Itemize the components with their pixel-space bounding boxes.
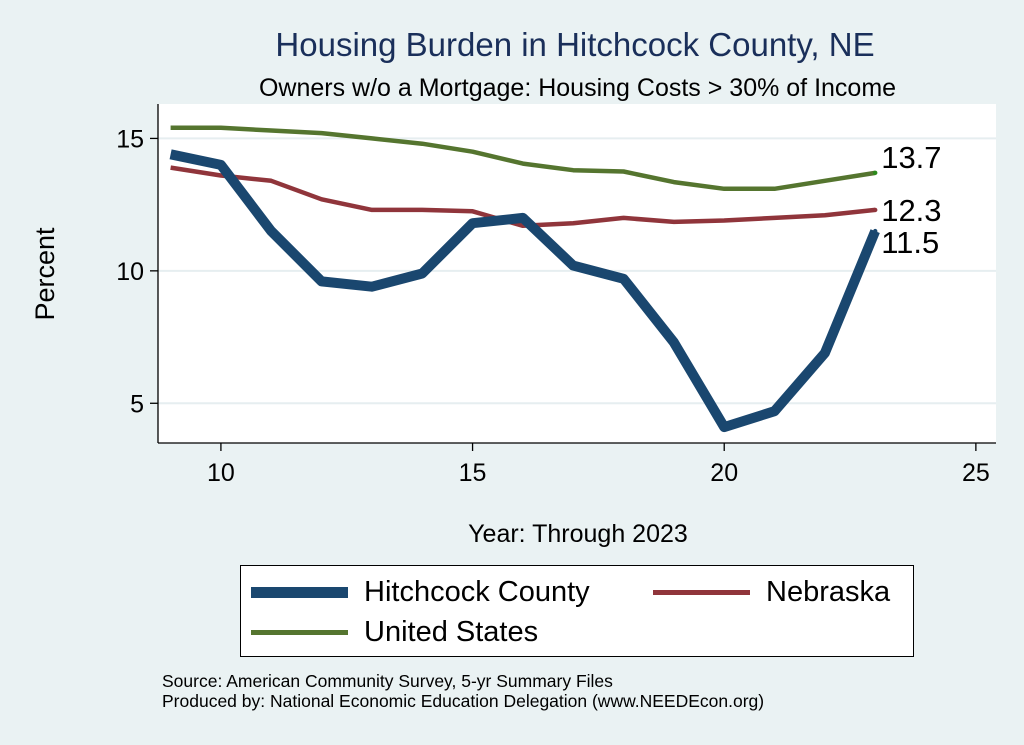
plot-area: [158, 104, 996, 443]
end-point-hitchcock-county: [873, 228, 878, 234]
x-tick-label: 25: [962, 459, 990, 487]
series-line-united-states: [170, 125, 876, 192]
x-tick-label: 10: [207, 459, 235, 487]
end-point-united-states: [873, 170, 878, 176]
legend-swatch-united-states: [251, 630, 348, 635]
legend-item-united-states: United States: [251, 616, 538, 649]
x-axis-label: Year: Through 2023: [468, 520, 688, 548]
series-line-nebraska: [170, 165, 876, 229]
source-line: Source: American Community Survey, 5-yr …: [162, 671, 613, 691]
legend-swatch-hitchcock-county: [251, 587, 348, 598]
legend-label-nebraska: Nebraska: [766, 576, 891, 608]
y-axis-label: Percent: [30, 227, 60, 321]
chart-subtitle: Owners w/o a Mortgage: Housing Costs > 3…: [258, 74, 897, 102]
x-tick-label: 20: [710, 459, 738, 487]
legend: Hitchcock County Nebraska United States: [240, 565, 914, 657]
y-tick-label: 15: [116, 125, 144, 153]
chart-title: Housing Burden in Hitchcock County, NE: [275, 26, 875, 63]
x-tick-label: 15: [459, 459, 487, 487]
series-line-hitchcock-county: [169, 149, 880, 433]
y-tick-label: 5: [130, 390, 144, 418]
producer-line: Produced by: National Economic Education…: [162, 691, 765, 711]
end-label-united-states: 13.7: [881, 140, 941, 175]
y-tick-label: 10: [116, 258, 144, 286]
chart-plot: 5 10 15 10 15 20 25 11.512.3 13.7 Percent Year:…: [30, 104, 996, 548]
legend-item-hitchcock-county: Hitchcock County: [251, 576, 590, 609]
source-notes: Source: American Community Survey, 5-yr …: [162, 671, 764, 711]
legend-label-hitchcock-county: Hitchcock County: [364, 576, 590, 608]
legend-item-nebraska: Nebraska: [653, 576, 890, 609]
legend-swatch-nebraska: [653, 590, 750, 595]
end-label-nebraska: 12.3: [881, 193, 941, 228]
end-point-nebraska: [873, 207, 878, 213]
end-label-hitchcock-county: 11.5: [881, 225, 939, 260]
legend-label-united-states: United States: [364, 616, 539, 648]
